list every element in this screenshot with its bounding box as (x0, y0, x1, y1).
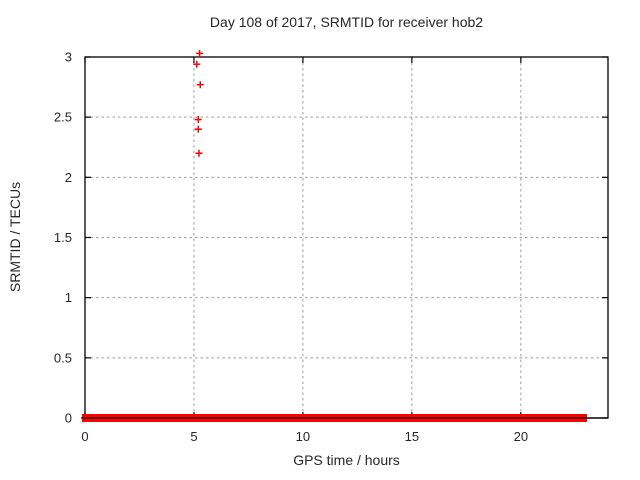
y-tick-label: 3 (65, 50, 72, 65)
data-point (194, 125, 202, 133)
y-tick-label: 0.5 (54, 350, 72, 365)
x-tick-label: 20 (514, 429, 528, 444)
y-tick-label: 2.5 (54, 110, 72, 125)
data-point (194, 116, 202, 124)
x-tick-label: 0 (81, 429, 88, 444)
y-tick-label: 1 (65, 290, 72, 305)
data-point (193, 60, 201, 68)
x-tick-label: 15 (405, 429, 419, 444)
x-tick-label: 5 (190, 429, 197, 444)
y-tick-label: 1.5 (54, 230, 72, 245)
chart-title: Day 108 of 2017, SRMTID for receiver hob… (209, 14, 484, 30)
x-tick-label: 10 (296, 429, 310, 444)
y-tick-label: 0 (65, 411, 72, 426)
data-point (195, 149, 203, 157)
y-tick-label: 2 (65, 170, 72, 185)
data-point (196, 81, 204, 89)
data-point (196, 49, 204, 57)
x-axis-title: GPS time / hours (293, 452, 400, 468)
